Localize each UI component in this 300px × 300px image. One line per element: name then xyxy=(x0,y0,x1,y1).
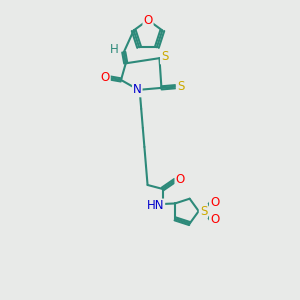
Text: S: S xyxy=(161,50,168,64)
Text: O: O xyxy=(100,71,110,84)
Text: N: N xyxy=(133,83,142,96)
Text: S: S xyxy=(200,205,207,218)
Text: O: O xyxy=(210,196,219,209)
Text: HN: HN xyxy=(147,200,164,212)
Text: O: O xyxy=(210,213,219,226)
Text: H: H xyxy=(110,43,118,56)
Text: O: O xyxy=(143,14,153,26)
Text: O: O xyxy=(176,173,185,186)
Text: S: S xyxy=(177,80,184,93)
